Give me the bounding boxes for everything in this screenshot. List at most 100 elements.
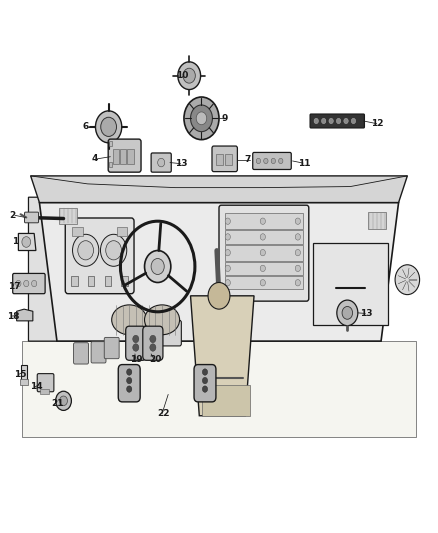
- Circle shape: [314, 118, 318, 124]
- Text: 11: 11: [298, 159, 311, 167]
- Circle shape: [202, 377, 208, 384]
- Circle shape: [184, 97, 219, 140]
- Circle shape: [208, 282, 230, 309]
- FancyBboxPatch shape: [37, 374, 54, 392]
- Circle shape: [127, 377, 132, 384]
- FancyBboxPatch shape: [219, 205, 309, 301]
- Bar: [40, 389, 49, 394]
- Circle shape: [178, 62, 201, 90]
- FancyBboxPatch shape: [126, 326, 146, 360]
- Bar: [59, 208, 77, 224]
- Circle shape: [24, 280, 29, 287]
- Text: 21: 21: [51, 399, 64, 408]
- Circle shape: [271, 158, 276, 164]
- Circle shape: [196, 112, 207, 125]
- Bar: [127, 149, 134, 164]
- FancyBboxPatch shape: [91, 342, 106, 363]
- Circle shape: [32, 280, 37, 287]
- Circle shape: [264, 158, 268, 164]
- Ellipse shape: [112, 305, 147, 335]
- FancyBboxPatch shape: [65, 218, 134, 294]
- Circle shape: [191, 105, 212, 132]
- Circle shape: [295, 249, 300, 256]
- Text: 10: 10: [177, 71, 189, 80]
- Text: 4: 4: [92, 155, 99, 163]
- Circle shape: [295, 218, 300, 224]
- Bar: [216, 154, 223, 165]
- Bar: [105, 276, 111, 286]
- Bar: [120, 149, 126, 164]
- FancyBboxPatch shape: [118, 365, 140, 402]
- Circle shape: [225, 265, 230, 272]
- Circle shape: [106, 241, 121, 260]
- Polygon shape: [313, 243, 388, 325]
- Bar: [225, 262, 303, 275]
- Circle shape: [295, 280, 300, 286]
- Text: 14: 14: [30, 383, 42, 391]
- Text: 18: 18: [7, 312, 19, 320]
- Bar: [109, 141, 112, 146]
- Circle shape: [295, 265, 300, 272]
- FancyBboxPatch shape: [143, 326, 163, 360]
- Circle shape: [336, 118, 341, 124]
- Circle shape: [56, 391, 71, 410]
- Bar: [21, 365, 27, 381]
- Circle shape: [145, 251, 171, 282]
- Polygon shape: [28, 197, 57, 341]
- Bar: [225, 230, 303, 244]
- Circle shape: [337, 300, 358, 326]
- Circle shape: [95, 111, 122, 143]
- Bar: [113, 149, 119, 164]
- Polygon shape: [17, 309, 33, 321]
- Text: 13: 13: [175, 159, 188, 168]
- Bar: [88, 276, 94, 286]
- Circle shape: [100, 235, 127, 266]
- Text: 7: 7: [244, 156, 251, 164]
- Text: 12: 12: [371, 119, 384, 128]
- Circle shape: [78, 241, 94, 260]
- FancyBboxPatch shape: [13, 273, 45, 294]
- Bar: [225, 154, 232, 165]
- Text: 9: 9: [221, 114, 228, 123]
- Polygon shape: [22, 341, 416, 437]
- Circle shape: [321, 118, 326, 124]
- Polygon shape: [39, 203, 399, 341]
- Circle shape: [158, 158, 165, 167]
- Text: 6: 6: [82, 123, 88, 131]
- FancyBboxPatch shape: [310, 114, 364, 128]
- Circle shape: [395, 265, 420, 295]
- FancyBboxPatch shape: [25, 212, 39, 223]
- Circle shape: [329, 118, 333, 124]
- Text: 20: 20: [149, 355, 161, 364]
- Circle shape: [73, 235, 99, 266]
- Circle shape: [260, 249, 265, 256]
- FancyBboxPatch shape: [74, 343, 88, 364]
- Circle shape: [150, 344, 156, 351]
- Circle shape: [127, 369, 132, 375]
- Bar: [72, 227, 83, 236]
- Circle shape: [60, 396, 67, 406]
- Circle shape: [260, 234, 265, 240]
- FancyBboxPatch shape: [108, 139, 141, 172]
- FancyBboxPatch shape: [212, 146, 237, 172]
- Circle shape: [202, 369, 208, 375]
- Circle shape: [202, 386, 208, 392]
- FancyBboxPatch shape: [194, 365, 216, 402]
- Text: 19: 19: [131, 355, 143, 364]
- Polygon shape: [191, 296, 254, 416]
- Bar: [20, 379, 28, 385]
- Circle shape: [22, 237, 31, 247]
- Bar: [225, 245, 303, 261]
- Bar: [368, 212, 386, 229]
- Bar: [225, 276, 303, 289]
- Circle shape: [260, 265, 265, 272]
- Circle shape: [295, 234, 300, 240]
- Circle shape: [183, 68, 195, 83]
- Polygon shape: [31, 176, 407, 203]
- Circle shape: [342, 306, 353, 319]
- Circle shape: [225, 280, 230, 286]
- Circle shape: [16, 280, 21, 287]
- Polygon shape: [18, 233, 36, 251]
- Text: 13: 13: [360, 309, 373, 318]
- Circle shape: [127, 386, 132, 392]
